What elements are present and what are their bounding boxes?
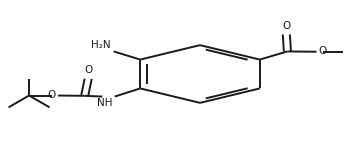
Text: O: O	[319, 46, 327, 56]
Text: NH: NH	[97, 98, 113, 108]
Text: O: O	[282, 21, 291, 31]
Text: H₂N: H₂N	[91, 40, 111, 50]
Text: O: O	[84, 65, 92, 75]
Text: O: O	[48, 90, 56, 100]
